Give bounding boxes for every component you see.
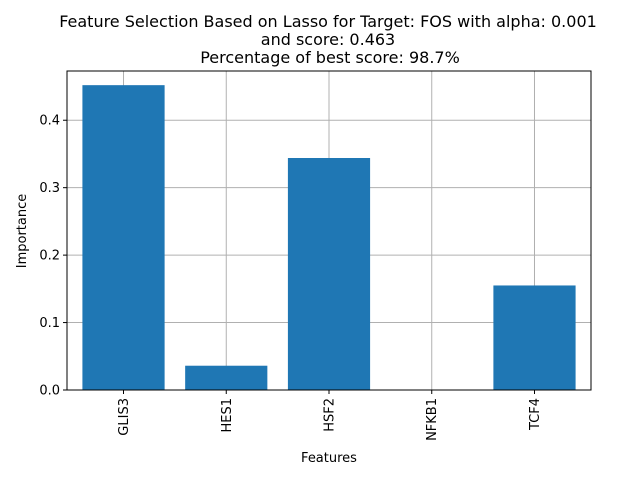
y-tick-label: 0.2 [39, 249, 60, 264]
x-axis-ticks: GLIS3 HES1 HSF2 NFKB1 TCF4 [117, 390, 543, 441]
chart-title-line-2: and score: 0.463 [261, 30, 395, 49]
chart-title-line-3: Percentage of best score: 98.7% [200, 48, 460, 67]
x-tick-label: HSF2 [323, 398, 338, 432]
x-tick-label: NFKB1 [425, 398, 440, 441]
y-tick-label: 0.3 [39, 181, 60, 196]
x-tick-label: HES1 [220, 398, 235, 433]
x-tick-label: TCF4 [528, 398, 543, 431]
bar-tcf4 [493, 285, 576, 390]
bar-glis3 [82, 85, 165, 391]
bars [82, 85, 576, 391]
x-axis-label: Features [301, 451, 357, 466]
y-tick-label: 0.1 [39, 316, 60, 331]
y-tick-label: 0.0 [39, 384, 60, 399]
y-axis-ticks: 0.0 0.1 0.2 0.3 0.4 [39, 114, 67, 399]
x-tick-label: GLIS3 [117, 398, 132, 436]
bar-hsf2 [287, 158, 371, 390]
chart-title-line-1: Feature Selection Based on Lasso for Tar… [59, 12, 597, 31]
bar-hes1 [185, 365, 268, 390]
y-tick-label: 0.4 [39, 114, 60, 129]
y-axis-label: Importance [15, 194, 30, 269]
